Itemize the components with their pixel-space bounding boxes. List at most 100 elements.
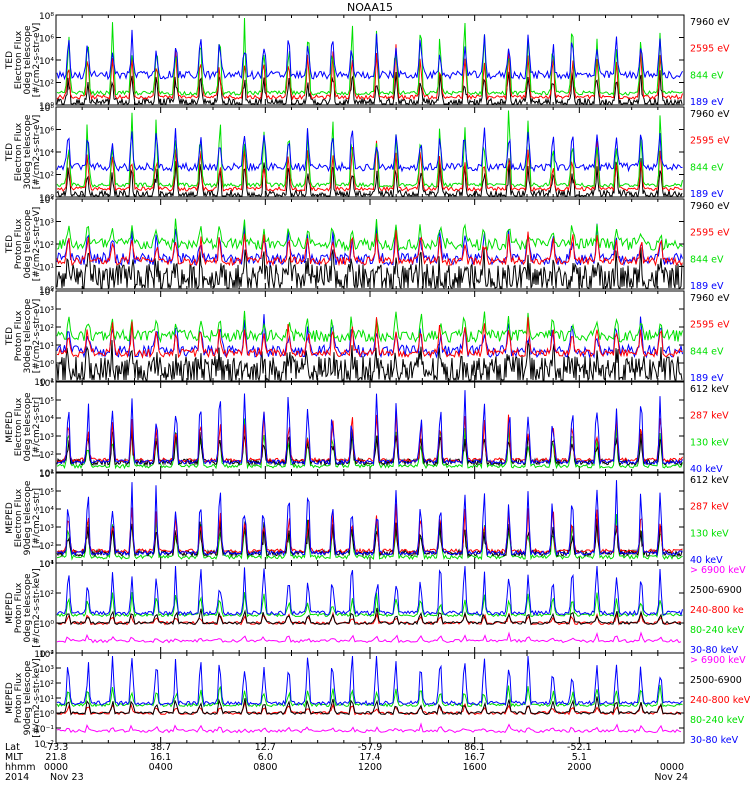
legend-entry: 130 keV bbox=[690, 437, 729, 448]
series-line bbox=[56, 17, 683, 97]
y-axis-label: 0deg telescope bbox=[23, 392, 33, 462]
y-axis-label: Proton Flux bbox=[14, 310, 24, 361]
y-axis-label: Electron Flux bbox=[14, 122, 24, 181]
panel-3: 10⁰ 10¹ 10² 10³ 10⁴ TED Proton Flux 0deg telesc… bbox=[5, 196, 730, 296]
x-tick-label-hhmm: 0400 bbox=[149, 762, 173, 773]
series-line bbox=[56, 310, 683, 344]
series-group bbox=[56, 17, 683, 105]
y-axis-label: [#/cm2-s-str-keV] bbox=[32, 568, 42, 647]
legend-entry: 844 eV bbox=[690, 70, 724, 81]
y-tick-label: 10¹ bbox=[39, 342, 54, 352]
series-line bbox=[56, 702, 682, 716]
y-axis-label: TED bbox=[5, 51, 15, 70]
panel-8: 10⁻² 10⁻¹ 10⁰ 10¹ 10² 10³ 10⁴ MEPED Proton Flux 9… bbox=[5, 650, 750, 750]
y-tick-label: 10⁶ bbox=[39, 379, 54, 389]
panel-1: 10⁰ 10² 10⁴ 10⁶ 10⁸ TED Electron Flux 0deg tele… bbox=[5, 12, 730, 112]
y-axis-label: TED bbox=[5, 235, 15, 254]
y-axis-label: 30deg telescope bbox=[23, 114, 33, 189]
x-tick-label-date: Nov 24 bbox=[654, 772, 688, 783]
legend-entry: 2595 eV bbox=[690, 320, 730, 331]
y-axis-label: 0deg telescope bbox=[23, 25, 33, 95]
chart-title: NOAA15 bbox=[347, 1, 393, 14]
y-tick-label: 10² bbox=[39, 241, 54, 251]
x-tick-label-hhmm: 1600 bbox=[463, 762, 487, 773]
x-tick-label-hhmm: 0000 bbox=[660, 762, 684, 773]
series-line bbox=[56, 127, 683, 173]
y-axis-label: [#/cm2-s-str-keV] bbox=[32, 658, 42, 737]
legend-entry: 40 keV bbox=[690, 464, 723, 475]
legend-entry: 844 eV bbox=[690, 162, 724, 173]
series-line bbox=[56, 44, 683, 101]
y-tick-label: 10⁰ bbox=[39, 360, 54, 370]
x-tick-label-hhmm: 0000 bbox=[44, 762, 68, 773]
y-tick-label: 10⁴ bbox=[39, 650, 54, 660]
series-line bbox=[56, 607, 682, 626]
series-line bbox=[56, 696, 682, 716]
legend-entry: 30-80 keV bbox=[690, 735, 739, 746]
y-tick-label: 10⁶ bbox=[39, 127, 54, 137]
y-tick-label: 10² bbox=[39, 172, 54, 182]
legend-entry: 40 keV bbox=[690, 555, 723, 566]
y-tick-label: 10⁸ bbox=[39, 104, 54, 114]
legend-entry: 80-240 keV bbox=[690, 715, 745, 726]
legend-entry: 189 eV bbox=[690, 281, 724, 292]
y-tick-label: 10⁻¹ bbox=[34, 378, 54, 388]
panel-frame bbox=[55, 652, 685, 744]
series-group bbox=[56, 565, 683, 644]
y-tick-label: 10⁴ bbox=[39, 196, 54, 206]
y-tick-label: 10⁴ bbox=[39, 415, 54, 425]
panel-5: 10¹ 10² 10³ 10⁴ 10⁵ 10⁶ MEPED Electron Flux 0deg… bbox=[5, 379, 729, 479]
series-line bbox=[56, 158, 683, 197]
y-tick-label: 10⁰ bbox=[39, 620, 54, 630]
y-tick-label: 10² bbox=[39, 451, 54, 461]
y-axis-label: Electron Flux bbox=[14, 488, 24, 547]
y-axis-label: [#/cm2-s-str-eV] bbox=[32, 115, 42, 190]
y-axis-label: [#/cm2-s-str-eV] bbox=[32, 207, 42, 282]
y-tick-label: 10⁻² bbox=[34, 740, 54, 750]
x-tick-label-lat: 86.1 bbox=[464, 742, 485, 753]
legend-entry: > 6900 keV bbox=[690, 655, 746, 666]
y-axis-label: 0deg telescope bbox=[23, 209, 33, 279]
y-tick-label: 10⁰ bbox=[39, 102, 54, 112]
y-axis-label: 0deg telescope bbox=[23, 573, 33, 643]
y-tick-label: 10³ bbox=[39, 433, 54, 443]
series-line bbox=[56, 655, 683, 707]
legend-entry: 2595 eV bbox=[690, 44, 730, 55]
x-tick-label-mlt: 17.4 bbox=[359, 752, 380, 763]
legend-entry: 7960 eV bbox=[690, 109, 730, 120]
series-line bbox=[56, 340, 683, 381]
y-axis-label: MEPED bbox=[5, 682, 15, 714]
series-group bbox=[56, 218, 683, 289]
y-axis-label: Electron Flux bbox=[14, 397, 24, 456]
x-row-label: hhmm bbox=[5, 762, 36, 773]
y-tick-label: 10⁴ bbox=[39, 57, 54, 67]
y-axis-label: TED bbox=[5, 143, 15, 162]
x-tick-label-mlt: 5.1 bbox=[572, 752, 587, 763]
series-line bbox=[56, 409, 683, 464]
legend-entry: 287 keV bbox=[690, 502, 729, 513]
panel-frame bbox=[55, 106, 685, 198]
series-line bbox=[56, 611, 682, 626]
series-group bbox=[56, 310, 683, 381]
legend-entry: 844 eV bbox=[690, 254, 724, 265]
legend-entry: 189 eV bbox=[690, 189, 724, 200]
legend-entry: 2595 eV bbox=[690, 136, 730, 147]
series-group bbox=[56, 110, 683, 197]
y-axis-label: Proton Flux bbox=[14, 582, 24, 633]
y-axis-label: 90deg telescope bbox=[23, 660, 33, 735]
x-tick-label-lat: -73.3 bbox=[44, 742, 69, 753]
y-axis-label: [#/cm2-s-str-eV] bbox=[32, 299, 42, 374]
series-group bbox=[56, 655, 683, 734]
y-tick-label: 10⁶ bbox=[39, 470, 54, 480]
x-tick-label-lat: -52.1 bbox=[567, 742, 592, 753]
y-tick-label: 10⁻¹ bbox=[34, 725, 54, 735]
y-tick-label: 10⁶ bbox=[39, 35, 54, 45]
x-tick-label-mlt: 16.1 bbox=[150, 752, 171, 763]
legend-entry: 240-800 keV bbox=[690, 695, 750, 706]
series-group bbox=[56, 390, 683, 470]
panel-frame bbox=[55, 198, 685, 290]
series-line bbox=[56, 480, 683, 557]
